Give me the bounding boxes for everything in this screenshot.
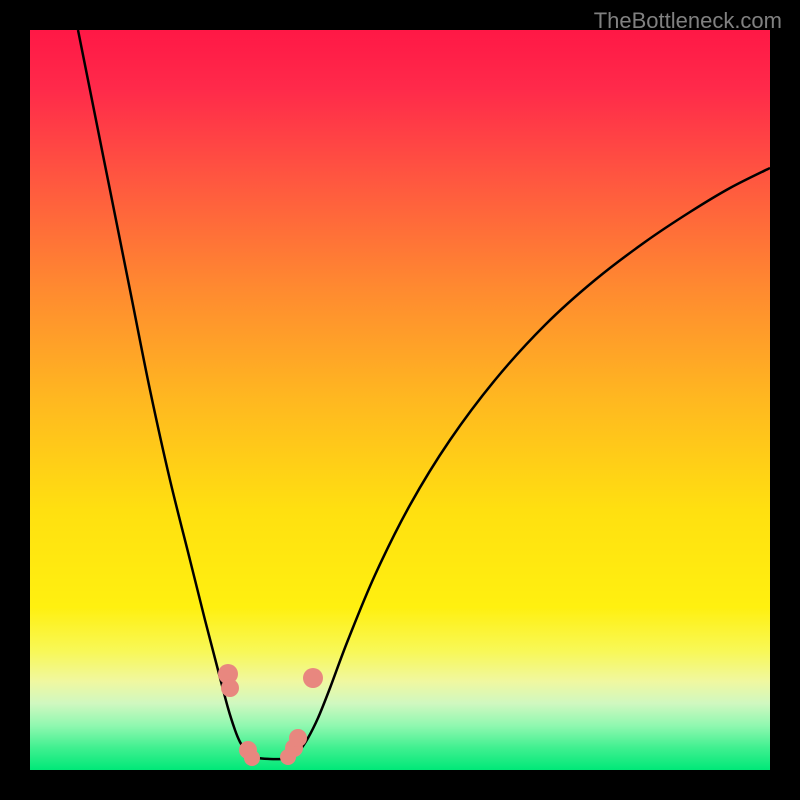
data-point-marker [289, 729, 307, 747]
watermark-text: TheBottleneck.com [594, 8, 782, 34]
data-point-marker [221, 679, 239, 697]
bottleneck-curve [30, 30, 770, 770]
data-point-marker [244, 750, 260, 766]
chart-plot-area [30, 30, 770, 770]
data-point-marker [303, 668, 323, 688]
